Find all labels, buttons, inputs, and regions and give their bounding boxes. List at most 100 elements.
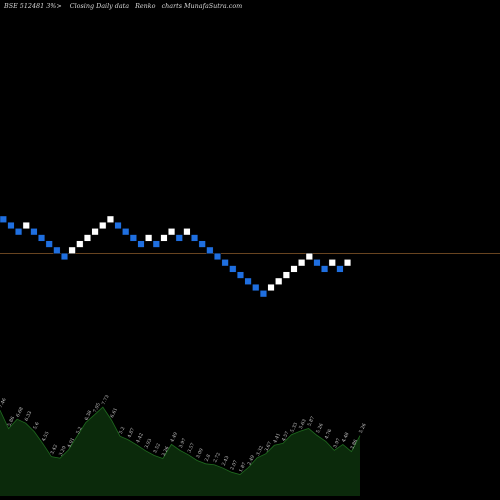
volume-label: 5.33 [289,422,299,434]
renko-brick-up [83,234,91,242]
volume-label: 7.05 [92,402,102,414]
volume-label: 3.57 [186,442,196,454]
header-chart-kind: Renko [134,2,156,10]
renko-bricks [0,215,352,298]
renko-brick-up [282,271,290,279]
volume-label: 4.42 [135,432,145,444]
renko-brick-down [198,240,206,248]
renko-brick-down [236,271,244,279]
volume-label: 5.87 [306,415,316,427]
renko-brick-down [229,265,237,273]
volume-label: 2.49 [246,454,256,466]
volume-label: 7.46 [0,397,8,409]
renko-brick-down [53,246,61,254]
volume-area [0,406,361,496]
renko-brick-up [76,240,84,248]
volume-label: 3.67 [264,441,274,453]
volume-label: 5.63 [298,418,308,430]
renko-brick-up [328,259,336,267]
volume-label: 5.6 [32,421,41,430]
renko-brick-up [298,259,306,267]
renko-brick-down [221,259,229,267]
volume-label: 4.01 [66,437,76,449]
volume-label: 6.38 [84,410,94,422]
renko-brick-up [275,277,283,285]
volume-label: 3.29 [58,445,68,457]
renko-brick-up [168,228,176,236]
volume-label: 4.48 [341,431,351,443]
renko-brick-down [336,265,344,273]
volume-label: 2.72 [212,452,222,464]
volume-label: 3.26 [161,445,171,457]
renko-brick-down [114,221,122,229]
volume-label: 4.55 [41,431,51,443]
volume-label: 3.93 [144,438,154,450]
renko-brick-down [244,277,252,285]
chart-header: BSE 512481 3%> Closing Daily data Renko … [3,2,242,10]
renko-brick-down [7,221,15,229]
renko-brick-down [206,246,214,254]
renko-brick-up [99,221,107,229]
volume-label: 5.86 [6,416,16,428]
renko-brick-down [152,240,160,248]
renko-brick-up [160,234,168,242]
volume-label: 3.09 [195,447,205,459]
renko-brick-up [106,215,114,223]
volume-label: 2.8 [204,453,213,462]
volume-label: 5.2 [75,426,84,435]
renko-brick-down [38,234,46,242]
renko-brick-up [267,284,275,292]
renko-brick-up [145,234,153,242]
header-subtitle: Closing Daily data [70,2,129,10]
renko-brick-down [213,252,221,260]
volume-label: 1.87 [238,461,248,473]
renko-brick-down [259,290,267,298]
renko-brick-down [137,240,145,248]
volume-fill [0,407,360,496]
renko-brick-up [91,228,99,236]
volume-label: 3.52 [152,442,162,454]
renko-brick-down [45,240,53,248]
volume-label: 4.49 [169,431,179,443]
volume-label: 7.73 [101,394,111,406]
renko-brick-up [22,221,30,229]
volume-label: 4.57 [281,430,291,442]
volume-label: 3.86 [349,439,359,451]
renko-brick-up [344,259,352,267]
renko-brick-up [305,252,313,260]
renko-brick-down [0,215,7,223]
renko-brick-down [191,234,199,242]
volume-label: 2.43 [221,455,231,467]
renko-brick-down [129,234,137,242]
volume-edge [0,406,361,475]
header-symbol: BSE 512481 3%> [3,2,62,10]
renko-brick-down [15,228,23,236]
volume-label: 6.61 [109,407,119,419]
renko-brick-down [175,234,183,242]
volume-label: 5.2 [118,426,127,435]
renko-brick-down [61,252,69,260]
header-site: charts MunafaSutra.com [162,2,243,10]
volume-label: 2.07 [229,459,239,471]
volume-label: 3.42 [49,444,59,456]
volume-label: 5.26 [358,422,368,434]
renko-brick-down [122,228,130,236]
renko-brick-up [183,228,191,236]
volume-label: 3.97 [178,437,188,449]
volume-label: 5.26 [315,422,325,434]
volume-label: 6.68 [15,406,25,418]
volume-labels: 7.465.866.68 6.335.64.553.42 3.294.015.26.… [0,394,368,473]
renko-brick-down [252,284,260,292]
volume-label: 4.87 [126,427,136,439]
renko-brick-down [313,259,321,267]
volume-label: 4.76 [324,428,334,440]
renko-brick-up [68,246,76,254]
volume-label: 4.41 [272,432,282,444]
volume-label: 3.32 [255,445,265,457]
renko-brick-down [321,265,329,273]
volume-label: 3.97 [332,437,342,449]
renko-brick-up [290,265,298,273]
renko-brick-down [30,228,38,236]
